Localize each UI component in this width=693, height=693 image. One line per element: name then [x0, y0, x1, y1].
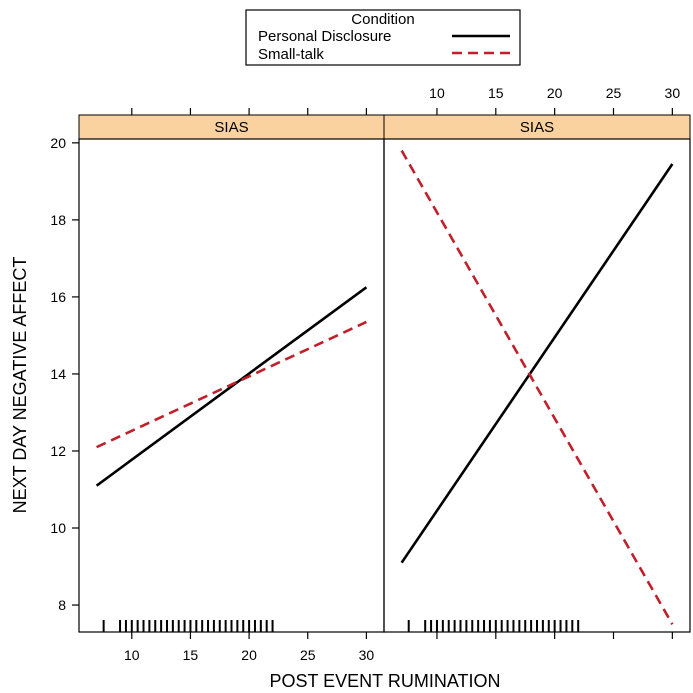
y-tick-label-10: 10: [50, 520, 66, 536]
series-line-p1-small-talk: [400, 149, 674, 625]
rug-marks: [102, 620, 580, 632]
bottom-tick-label-20: 20: [241, 647, 257, 663]
strip-right-bg: [383, 114, 691, 140]
series-line-p0-personal-disclosure: [95, 286, 368, 487]
series-line-p0-small-talk: [96, 320, 367, 449]
y-axis: 8 10 12 14 16 18 20: [50, 135, 79, 613]
top-tick-label-30: 30: [665, 85, 681, 101]
legend-title: Condition: [351, 11, 414, 28]
strip-left-label: SIAS: [214, 119, 248, 136]
bottom-tick-label-30: 30: [359, 647, 375, 663]
legend-box: [245, 9, 521, 66]
bottom-tick-label-15: 15: [183, 647, 199, 663]
bottom-tick-label-25: 25: [300, 647, 316, 663]
bottom-axis: 10 15 20 25 30: [124, 632, 673, 663]
top-tick-label-20: 20: [547, 85, 563, 101]
series-lines: [95, 149, 674, 625]
y-tick-label-20: 20: [50, 135, 66, 151]
legend-label-small-talk: Small-talk: [258, 46, 324, 63]
strip-right: SIAS: [383, 114, 691, 140]
series-line-p1-personal-disclosure: [400, 163, 674, 564]
y-tick-label-14: 14: [50, 366, 66, 382]
strip-left: SIAS: [78, 114, 385, 140]
x-axis-title: POST EVENT RUMINATION: [269, 671, 500, 691]
legend-label-personal-disclosure: Personal Disclosure: [258, 28, 391, 45]
top-axis: 10 15 20 25 30: [131, 85, 681, 115]
top-tick-label-25: 25: [606, 85, 622, 101]
strip-right-label: SIAS: [520, 119, 554, 136]
y-tick-label-18: 18: [50, 212, 66, 228]
top-tick-label-15: 15: [488, 85, 504, 101]
y-tick-label-12: 12: [50, 443, 66, 459]
y-tick-label-8: 8: [58, 597, 66, 613]
y-axis-title: NEXT DAY NEGATIVE AFFECT: [10, 257, 30, 514]
panel-right-frame: [383, 138, 691, 633]
y-tick-label-16: 16: [50, 289, 66, 305]
legend: Condition Personal Disclosure Small-talk: [245, 9, 521, 66]
top-tick-label-10: 10: [429, 85, 445, 101]
bottom-tick-label-10: 10: [124, 647, 140, 663]
